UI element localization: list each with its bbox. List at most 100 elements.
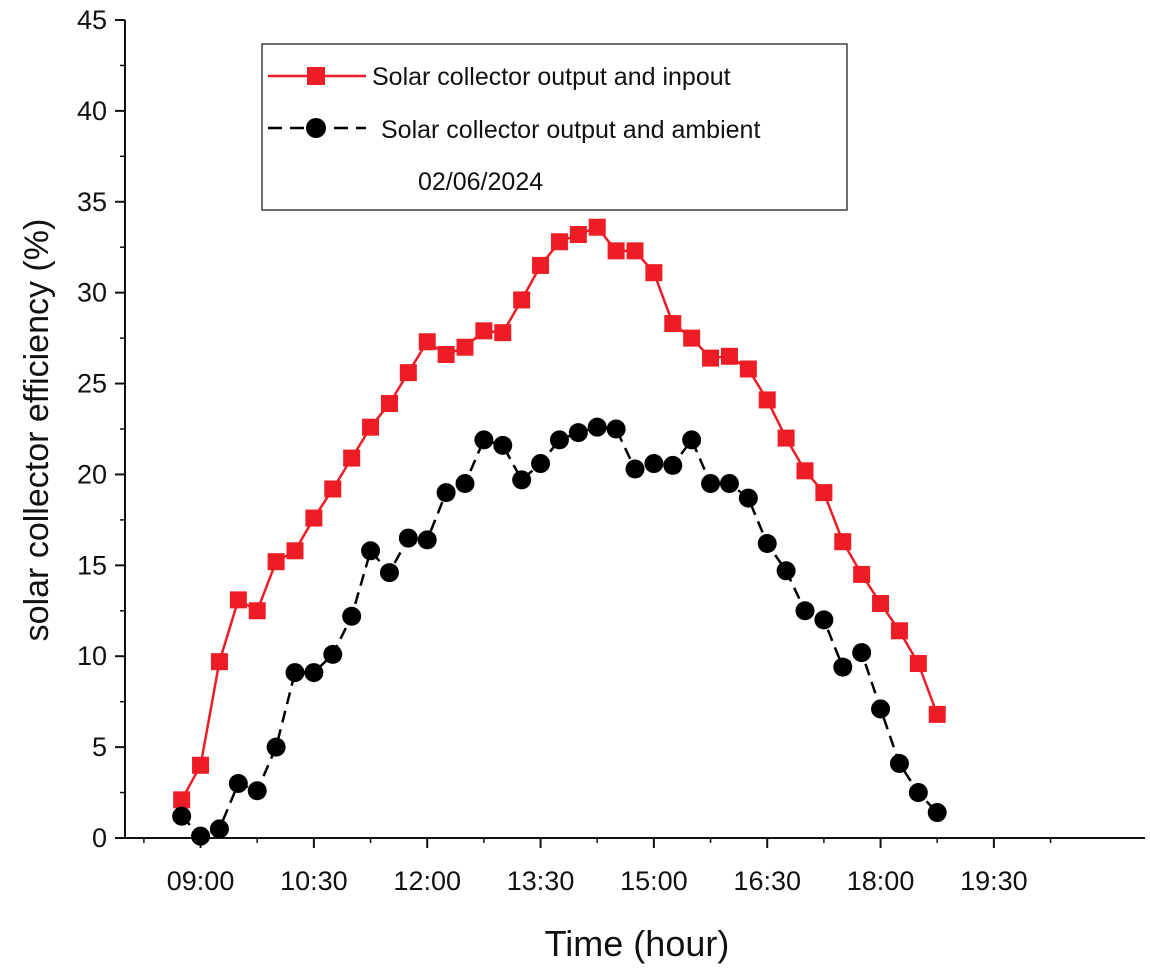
data-point-inpout (588, 218, 606, 236)
data-point-inpout (702, 349, 720, 367)
legend: Solar collector output and inpout Solar … (261, 43, 848, 211)
data-point-ambient (512, 470, 532, 490)
data-point-ambient (701, 474, 721, 494)
data-point-ambient (361, 541, 381, 561)
axes-layer: 0 5 10 15 20 25 30 35 40 45 09:00 10:30 12:00 13:30 15… (77, 5, 1145, 896)
x-tick-label: 13:30 (507, 866, 575, 896)
data-point-ambient (191, 826, 211, 846)
data-point-inpout (739, 360, 757, 378)
data-point-ambient (417, 530, 437, 550)
x-tick-label: 18:00 (847, 866, 915, 896)
data-point-ambient (209, 819, 229, 839)
data-point-inpout (683, 329, 701, 347)
data-point-ambient (663, 455, 683, 475)
data-point-ambient (379, 563, 399, 583)
data-point-ambient (455, 474, 475, 494)
x-tick-label: 12:00 (393, 866, 461, 896)
x-tick-label: 16:30 (733, 866, 801, 896)
data-point-inpout (872, 595, 890, 613)
series-line-0 (180, 225, 939, 801)
data-point-inpout (550, 233, 568, 251)
data-point-inpout (720, 347, 738, 365)
data-point-ambient (871, 699, 891, 719)
x-axis-title: Time (hour) (545, 923, 730, 964)
data-point-ambient (436, 483, 456, 503)
data-point-ambient (682, 430, 702, 450)
data-point-ambient (927, 803, 947, 823)
data-point-ambient (549, 430, 569, 450)
data-point-ambient (172, 806, 192, 826)
data-point-inpout (909, 654, 927, 672)
y-axis-title: solar collector efficiency (%) (18, 219, 56, 642)
data-point-ambient (398, 528, 418, 548)
data-point-ambient (493, 435, 513, 455)
data-point-inpout (362, 418, 380, 436)
legend-marker-inpout (307, 67, 325, 85)
data-point-ambient (852, 643, 872, 663)
data-point-inpout (494, 324, 512, 342)
y-tick-label: 45 (77, 5, 107, 35)
data-point-ambient (908, 783, 928, 803)
data-point-ambient (833, 657, 853, 677)
y-tick-label: 5 (92, 732, 107, 762)
data-point-ambient (568, 423, 588, 443)
data-point-inpout (569, 225, 587, 243)
data-point-inpout (380, 395, 398, 413)
y-tick-label: 25 (77, 369, 107, 399)
data-point-ambient (814, 610, 834, 630)
data-point-ambient (644, 454, 664, 474)
data-point-inpout (210, 653, 228, 671)
data-point-ambient (266, 737, 286, 757)
legend-marker-ambient (306, 118, 326, 138)
data-point-ambient (606, 419, 626, 439)
x-tick-label: 10:30 (280, 866, 348, 896)
y-tick-label: 10 (77, 641, 107, 671)
data-point-inpout (286, 542, 304, 560)
data-point-inpout (928, 705, 946, 723)
data-point-inpout (267, 553, 285, 571)
data-point-inpout (437, 345, 455, 363)
data-point-inpout (418, 333, 436, 351)
data-point-ambient (889, 753, 909, 773)
data-point-inpout (890, 622, 908, 640)
y-tick-label: 15 (77, 550, 107, 580)
data-point-inpout (645, 264, 663, 282)
y-tick-label: 35 (77, 187, 107, 217)
data-point-inpout (475, 322, 493, 340)
y-tick-label: 40 (77, 96, 107, 126)
legend-label-inpout: Solar collector output and inpout (372, 63, 731, 91)
data-point-inpout (173, 791, 191, 809)
data-point-ambient (285, 663, 305, 683)
data-point-inpout (399, 364, 417, 382)
x-tick-label: 19:30 (960, 866, 1028, 896)
data-point-inpout (796, 462, 814, 480)
x-tick-label: 15:00 (620, 866, 688, 896)
data-point-inpout (192, 756, 210, 774)
x-tick-label: 09:00 (167, 866, 235, 896)
data-point-inpout (229, 591, 247, 609)
data-point-ambient (474, 430, 494, 450)
data-point-ambient (587, 417, 607, 437)
data-point-inpout (834, 533, 852, 551)
data-point-inpout (626, 242, 644, 260)
data-point-ambient (757, 534, 777, 554)
data-point-inpout (456, 338, 474, 356)
data-point-inpout (664, 315, 682, 333)
data-point-inpout (777, 429, 795, 447)
data-point-inpout (513, 291, 531, 309)
data-point-inpout (343, 449, 361, 467)
data-point-inpout (815, 484, 833, 502)
data-point-inpout (853, 565, 871, 583)
y-tick-label: 30 (77, 278, 107, 308)
series-layer (172, 218, 947, 846)
data-point-inpout (324, 480, 342, 498)
data-point-ambient (776, 561, 796, 581)
data-point-ambient (247, 781, 267, 801)
data-point-ambient (625, 459, 645, 479)
y-tick-label: 20 (77, 459, 107, 489)
data-point-ambient (738, 488, 758, 508)
data-point-inpout (248, 602, 266, 620)
data-point-ambient (719, 474, 739, 494)
y-tick-label: 0 (92, 823, 107, 853)
